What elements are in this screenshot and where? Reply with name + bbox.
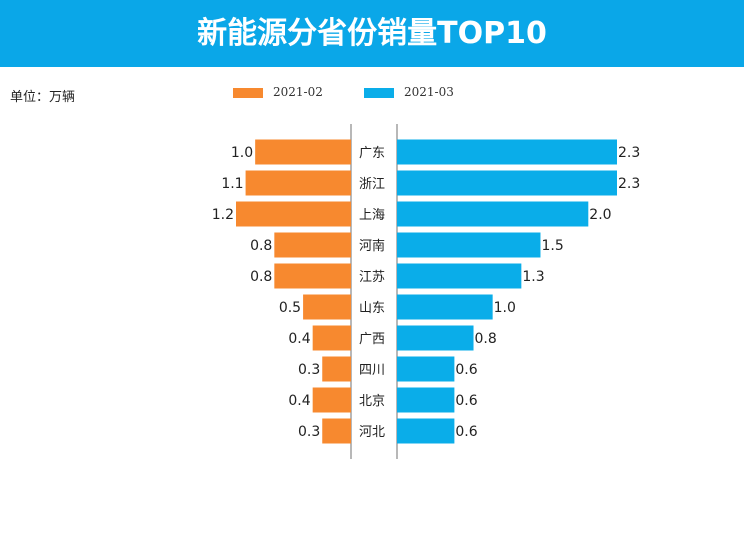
category-label-5: 山东 xyxy=(359,301,385,316)
data-label-left-3: 0.8 xyxy=(250,238,272,254)
data-label-right-4: 1.3 xyxy=(522,269,544,285)
category-label-9: 河北 xyxy=(359,425,385,440)
bar-left-3 xyxy=(274,232,351,258)
bar-left-8 xyxy=(312,387,351,413)
data-label-left-8: 0.4 xyxy=(288,393,310,409)
bar-left-7 xyxy=(322,356,351,382)
bar-left-0 xyxy=(255,139,351,165)
data-label-left-4: 0.8 xyxy=(250,269,272,285)
bar-right-0 xyxy=(397,139,617,165)
category-label-0: 广东 xyxy=(359,146,385,161)
data-label-right-6: 0.8 xyxy=(475,331,497,347)
legend-swatch-2021-02 xyxy=(233,88,263,98)
legend-swatch-2021-03 xyxy=(364,88,394,98)
bar-right-4 xyxy=(397,263,522,289)
bar-right-5 xyxy=(397,294,493,320)
data-label-left-9: 0.3 xyxy=(298,424,320,440)
data-label-right-3: 1.5 xyxy=(541,238,563,254)
data-label-right-7: 0.6 xyxy=(455,362,477,378)
category-label-7: 四川 xyxy=(359,363,385,378)
category-label-8: 北京 xyxy=(359,394,385,409)
chart-title: 新能源分省份销量TOP10 xyxy=(197,16,547,51)
legend-item-2021-03: 2021-03 xyxy=(364,85,474,101)
bar-left-2 xyxy=(236,201,351,227)
legend-label-2021-03: 2021-03 xyxy=(404,85,454,99)
category-label-6: 广西 xyxy=(359,332,385,347)
bar-right-3 xyxy=(397,232,541,258)
bar-right-7 xyxy=(397,356,455,382)
title-banner: 新能源分省份销量TOP10 xyxy=(0,0,744,67)
data-label-left-2: 1.2 xyxy=(212,207,234,223)
legend-label-2021-02: 2021-02 xyxy=(273,85,323,99)
data-label-left-6: 0.4 xyxy=(288,331,310,347)
category-label-3: 河南 xyxy=(359,238,385,254)
bar-right-2 xyxy=(397,201,589,227)
bar-right-1 xyxy=(397,170,617,196)
data-label-left-5: 0.5 xyxy=(279,300,301,316)
bar-left-5 xyxy=(303,294,351,320)
bar-right-9 xyxy=(397,418,455,444)
data-label-left-0: 1.0 xyxy=(231,145,253,161)
category-label-4: 江苏 xyxy=(359,269,385,285)
unit-label: 单位：万辆 xyxy=(10,90,76,105)
bar-left-6 xyxy=(312,325,351,351)
bar-left-9 xyxy=(322,418,351,444)
category-label-1: 浙江 xyxy=(359,177,385,192)
data-label-left-7: 0.3 xyxy=(298,362,320,378)
data-label-right-0: 2.3 xyxy=(618,145,640,161)
bar-right-6 xyxy=(397,325,474,351)
data-label-right-9: 0.6 xyxy=(455,424,477,440)
data-label-right-5: 1.0 xyxy=(494,300,516,316)
data-label-left-1: 1.1 xyxy=(221,176,243,192)
bar-right-8 xyxy=(397,387,455,413)
bar-left-1 xyxy=(245,170,351,196)
data-label-right-2: 2.0 xyxy=(589,207,611,223)
legend-item-2021-02: 2021-02 xyxy=(233,85,343,101)
category-label-2: 上海 xyxy=(359,208,385,223)
bar-left-4 xyxy=(274,263,351,289)
data-label-right-8: 0.6 xyxy=(455,393,477,409)
data-label-right-1: 2.3 xyxy=(618,176,640,192)
